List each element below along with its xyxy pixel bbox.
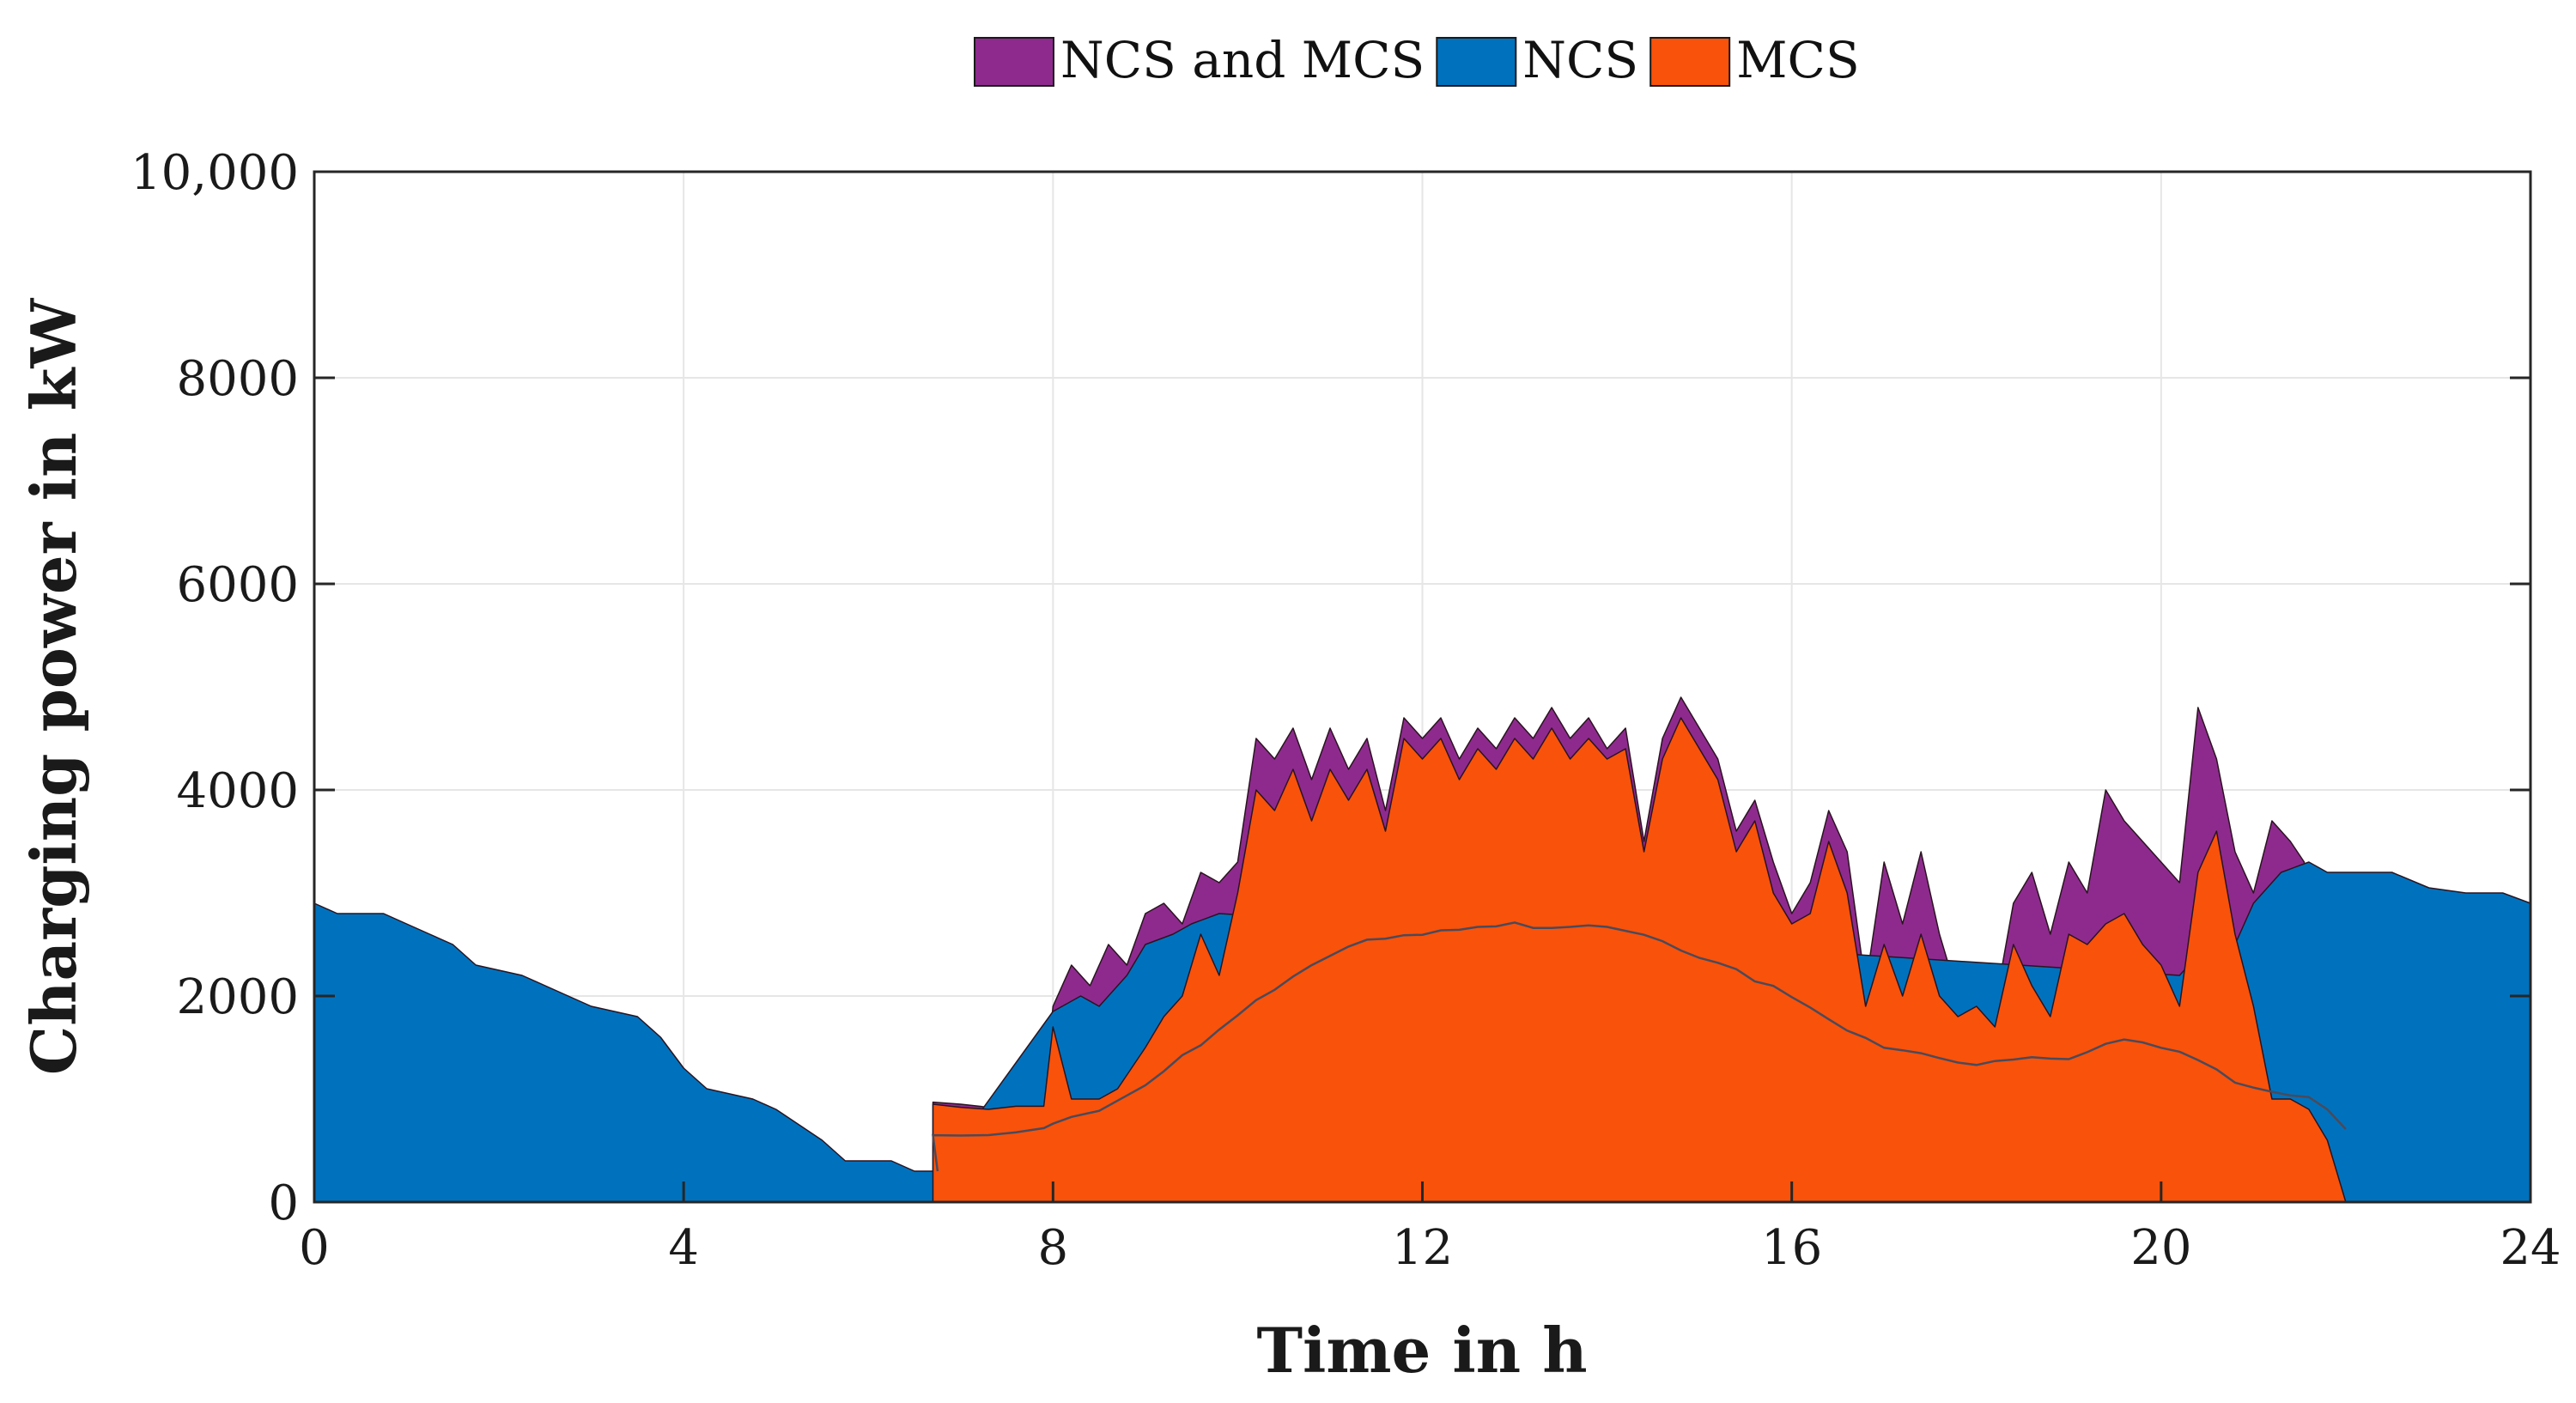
reference-line-path	[932, 921, 2347, 1172]
legend-swatch	[1649, 37, 1731, 87]
legend-swatch	[974, 37, 1054, 87]
series-areas	[313, 696, 2531, 1203]
x-tick-label: 4	[668, 1220, 699, 1276]
reference-line	[932, 921, 2347, 1172]
legend-swatch	[1436, 37, 1517, 87]
x-tick-label: 24	[2500, 1220, 2561, 1276]
x-tick-label: 0	[299, 1220, 330, 1276]
x-axis-label: Time in h	[1256, 1314, 1587, 1387]
x-tick-label: 8	[1038, 1220, 1069, 1276]
y-tick-label: 0	[268, 1175, 299, 1231]
x-tick-label: 12	[1392, 1220, 1453, 1276]
legend-label: MCS	[1736, 31, 1860, 89]
y-axis-label: Charging power in kW	[17, 298, 90, 1076]
legend-label: NCS	[1522, 31, 1638, 89]
legend-item-mcs: MCS	[1649, 31, 1860, 89]
series-area-mcs	[932, 717, 2347, 1203]
y-tick-label: 6000	[176, 557, 299, 613]
y-tick-label: 8000	[176, 351, 299, 407]
y-tick-label: 2000	[176, 969, 299, 1025]
y-tick-label: 4000	[176, 763, 299, 819]
legend-label: NCS and MCS	[1060, 31, 1425, 89]
axis-ticks: 0 4 8 12 16 20 24 0 2000 4000 6000 8000 10,000	[131, 145, 2561, 1276]
legend: NCS and MCS NCS MCS	[974, 31, 1860, 89]
legend-item-ncs: NCS	[1436, 31, 1638, 89]
x-tick-label: 16	[1761, 1220, 1822, 1276]
legend-item-ncs-and-mcs: NCS and MCS	[974, 31, 1425, 89]
x-tick-label: 20	[2130, 1220, 2191, 1276]
y-tick-label: 10,000	[131, 145, 299, 201]
